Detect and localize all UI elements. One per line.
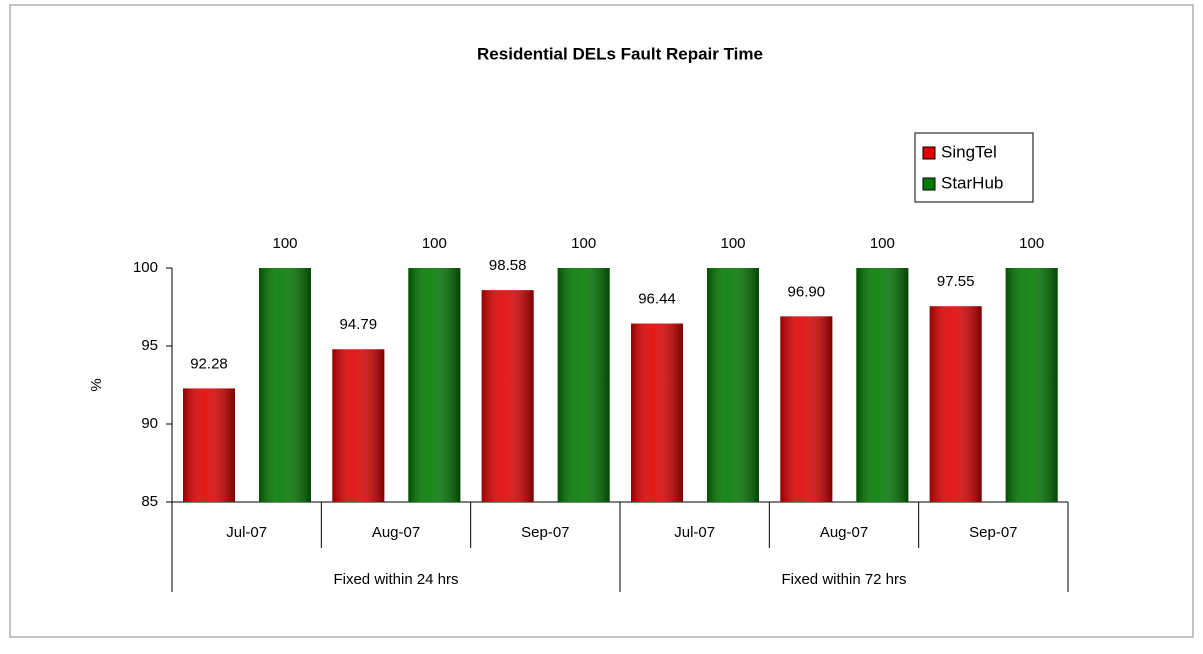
data-label: 96.44 [638,291,676,308]
legend-label: SingTel [941,142,997,161]
data-label: 96.90 [788,283,826,300]
x-tick-label: Sep-07 [521,524,569,541]
bar-shade [481,290,534,502]
bar-shade [780,316,833,502]
bar-shade [929,306,982,502]
x-tick-label: Aug-07 [820,524,868,541]
bar-shade [1005,268,1058,502]
bar-shade [557,268,610,502]
data-label: 100 [720,235,745,252]
data-label: 100 [870,235,895,252]
chart-title: Residential DELs Fault Repair Time [477,44,763,63]
bar-shade [259,268,311,502]
data-label: 94.79 [340,316,378,333]
y-tick-label: 85 [141,493,158,510]
x-tick-label: Jul-07 [226,524,267,541]
group-label: Fixed within 72 hrs [781,571,906,588]
data-label: 100 [422,235,447,252]
y-axis-label: % [88,378,105,391]
bar-shade [856,268,909,502]
legend-swatch [922,146,936,160]
bar-shade [631,323,683,502]
data-label: 100 [571,235,596,252]
legend-swatch [922,177,936,191]
bar-shade [707,268,759,502]
x-tick-label: Aug-07 [372,524,420,541]
legend-label: StarHub [941,173,1003,192]
data-label: 100 [1019,235,1044,252]
x-tick-label: Sep-07 [969,524,1017,541]
y-tick-label: 90 [141,415,158,432]
data-label: 100 [272,235,297,252]
y-tick-label: 100 [133,259,158,276]
bar-shade [408,268,461,502]
data-label: 98.58 [489,257,527,274]
data-label: 97.55 [937,273,975,290]
x-tick-label: Jul-07 [674,524,715,541]
group-label: Fixed within 24 hrs [333,571,458,588]
y-tick-label: 95 [141,337,158,354]
bar-shade [183,388,235,502]
data-label: 92.28 [190,355,228,372]
bar-shade [332,349,385,502]
